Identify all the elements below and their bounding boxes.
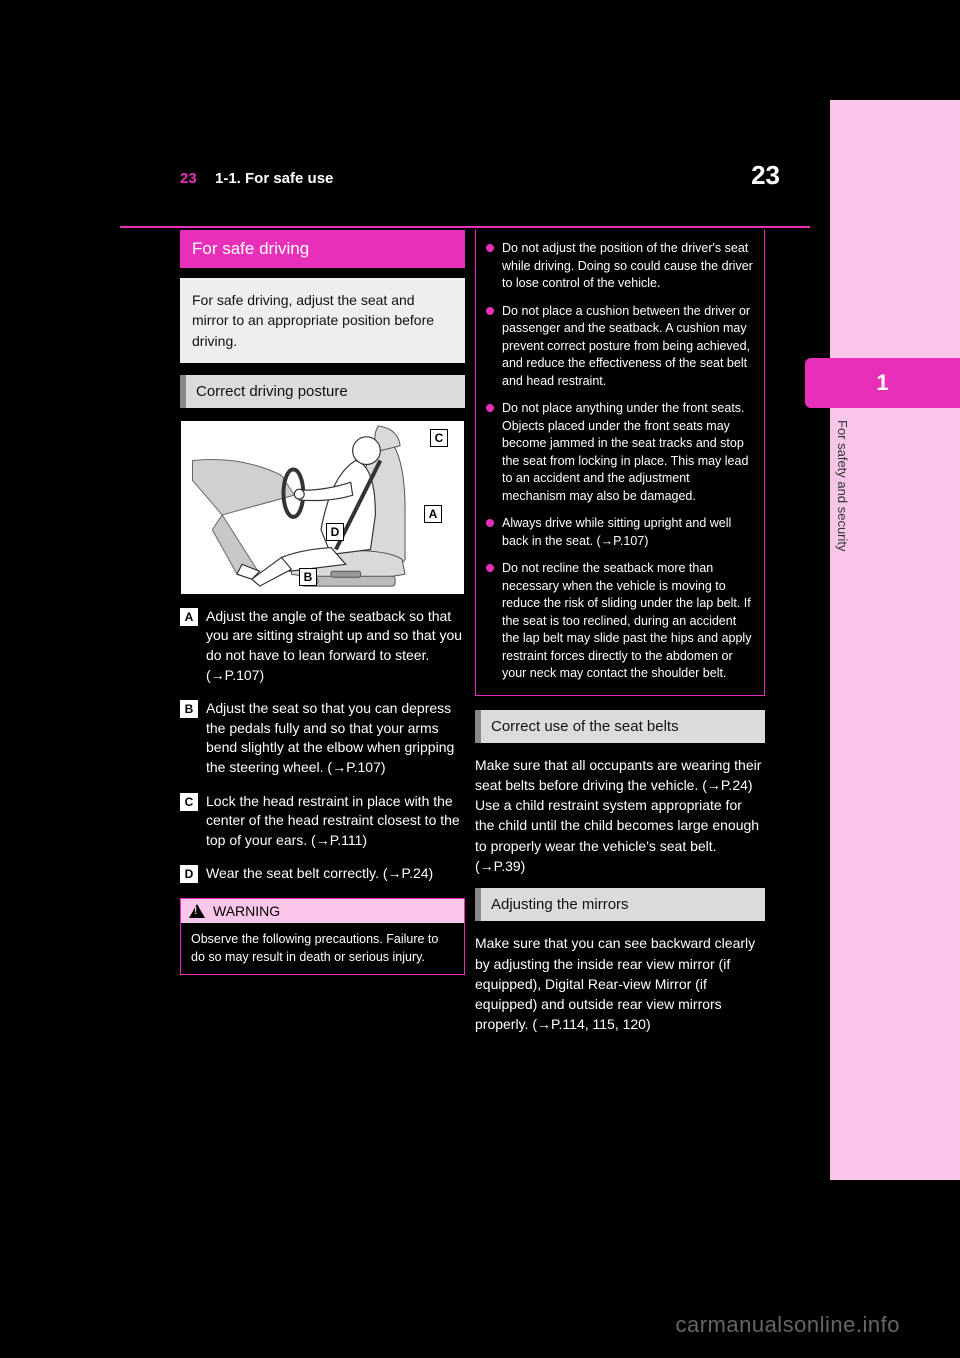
warning-continuation: Do not adjust the position of the driver… [475, 230, 765, 696]
warning-bullet-text: Always drive while sitting upright and w… [502, 515, 754, 550]
warning-bullet-text: Do not place a cushion between the drive… [502, 303, 754, 391]
title-for-safe-driving: For safe driving [180, 230, 465, 268]
intro-box: For safe driving, adjust the seat and mi… [180, 278, 465, 363]
posture-item-d-label: D [180, 865, 198, 883]
section-correct-seat-belts: Correct use of the seat belts [475, 710, 765, 743]
right-column: Do not adjust the position of the driver… [475, 230, 765, 1047]
warning-bullet-text: Do not place anything under the front se… [502, 400, 754, 505]
header-rule [120, 226, 810, 228]
mirrors-text: Make sure that you can see backward clea… [475, 933, 765, 1034]
posture-item-c: C Lock the head restraint in place with … [180, 792, 465, 851]
warning-bullet-text: Do not recline the seatback more than ne… [502, 560, 754, 683]
posture-item-b-label: B [180, 700, 198, 718]
chapter-tab: 1 [805, 358, 960, 408]
warning-bullet: Do not recline the seatback more than ne… [486, 560, 754, 683]
posture-item-c-label: C [180, 793, 198, 811]
bullet-icon [486, 404, 494, 412]
posture-item-c-text: Lock the head restraint in place with th… [206, 792, 465, 851]
section-correct-driving-posture: Correct driving posture [180, 375, 465, 408]
posture-item-d-text: Wear the seat belt correctly. (→P.24) [206, 864, 465, 884]
posture-diagram-svg [181, 421, 464, 594]
posture-diagram: A B C D [180, 420, 465, 595]
posture-item-b-text: Adjust the seat so that you can depress … [206, 699, 465, 777]
chapter-sidebar [830, 100, 960, 1180]
page-number-right: 23 [751, 160, 780, 191]
warning-label: WARNING [213, 903, 280, 919]
posture-item-d: D Wear the seat belt correctly. (→P.24) [180, 864, 465, 884]
warning-box: ! WARNING Observe the following precauti… [180, 898, 465, 975]
warning-body: Observe the following precautions. Failu… [181, 923, 464, 974]
warning-bullet-text: Do not adjust the position of the driver… [502, 240, 754, 293]
warning-bullet: Do not place anything under the front se… [486, 400, 754, 505]
diagram-label-b: B [299, 568, 317, 586]
section-adjusting-mirrors: Adjusting the mirrors [475, 888, 765, 921]
warning-bullet: Do not place a cushion between the drive… [486, 303, 754, 391]
diagram-label-c: C [430, 429, 448, 447]
warning-bullet: Do not adjust the position of the driver… [486, 240, 754, 293]
bullet-icon [486, 244, 494, 252]
warning-bullet: Always drive while sitting upright and w… [486, 515, 754, 550]
posture-item-a-text: Adjust the angle of the seatback so that… [206, 607, 465, 685]
bullet-icon [486, 519, 494, 527]
chapter-tab-label: For safety and security [835, 420, 850, 552]
warning-icon: ! [189, 904, 205, 918]
diagram-label-d: D [326, 523, 344, 541]
page: 1 For safety and security 23 1-1. For sa… [0, 0, 960, 1358]
seat-belts-text: Make sure that all occupants are wearing… [475, 755, 765, 877]
posture-item-a: A Adjust the angle of the seatback so th… [180, 607, 465, 685]
posture-item-a-label: A [180, 608, 198, 626]
bullet-icon [486, 564, 494, 572]
page-number-left: 23 [180, 170, 197, 187]
bullet-icon [486, 307, 494, 315]
left-column: For safe driving For safe driving, adjus… [180, 230, 465, 975]
breadcrumb: 1-1. For safe use [215, 170, 333, 187]
watermark: carmanualsonline.info [675, 1312, 900, 1338]
warning-header: ! WARNING [181, 899, 464, 923]
diagram-label-a: A [424, 505, 442, 523]
posture-item-b: B Adjust the seat so that you can depres… [180, 699, 465, 777]
